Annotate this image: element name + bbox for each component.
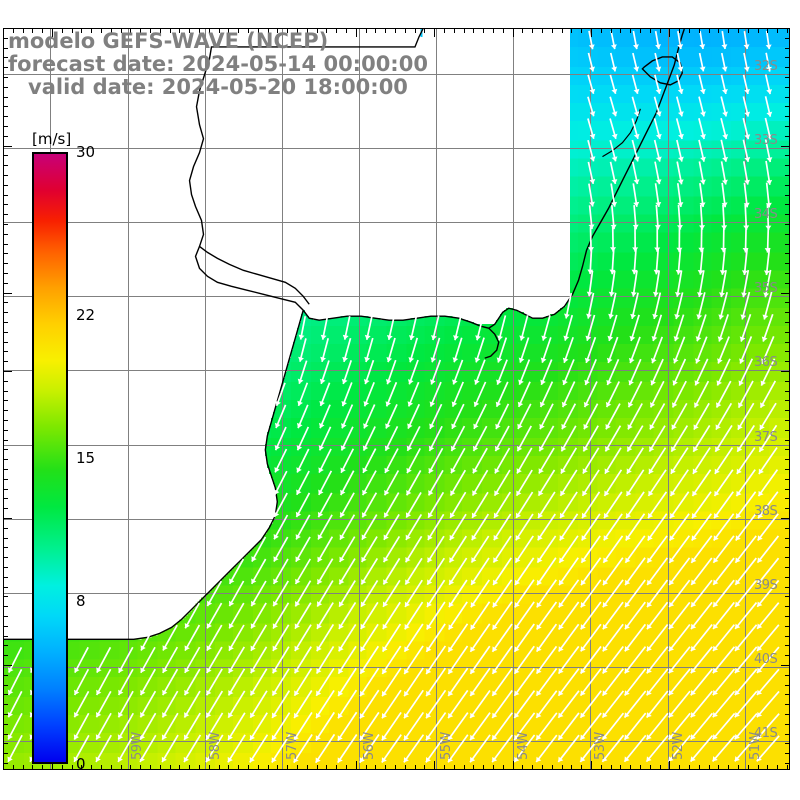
gridline-longitude — [358, 29, 360, 769]
gridline-longitude — [436, 29, 438, 769]
colorbar-tick-label: 0 — [76, 755, 86, 773]
gridline-longitude — [590, 29, 592, 769]
gridline-longitude — [667, 29, 669, 769]
colorbar-unit-label: [m/s] — [32, 130, 72, 148]
colorbar-gradient — [32, 152, 68, 764]
gridline-latitude — [4, 370, 789, 372]
gridline-longitude — [513, 29, 515, 769]
colorbar-tick-label: 30 — [76, 143, 96, 161]
colorbar-tick-label: 15 — [76, 449, 96, 467]
gridline-longitude — [744, 29, 746, 769]
colorbar-tick-label: 8 — [76, 591, 86, 610]
gridline-latitude — [4, 592, 789, 594]
wind-direction-arrows — [7, 30, 780, 764]
gridline-latitude — [4, 444, 789, 446]
gridline-latitude — [4, 667, 789, 669]
colorbar-tick-label: 22 — [76, 306, 96, 325]
map-plot-area[interactable] — [3, 28, 790, 770]
